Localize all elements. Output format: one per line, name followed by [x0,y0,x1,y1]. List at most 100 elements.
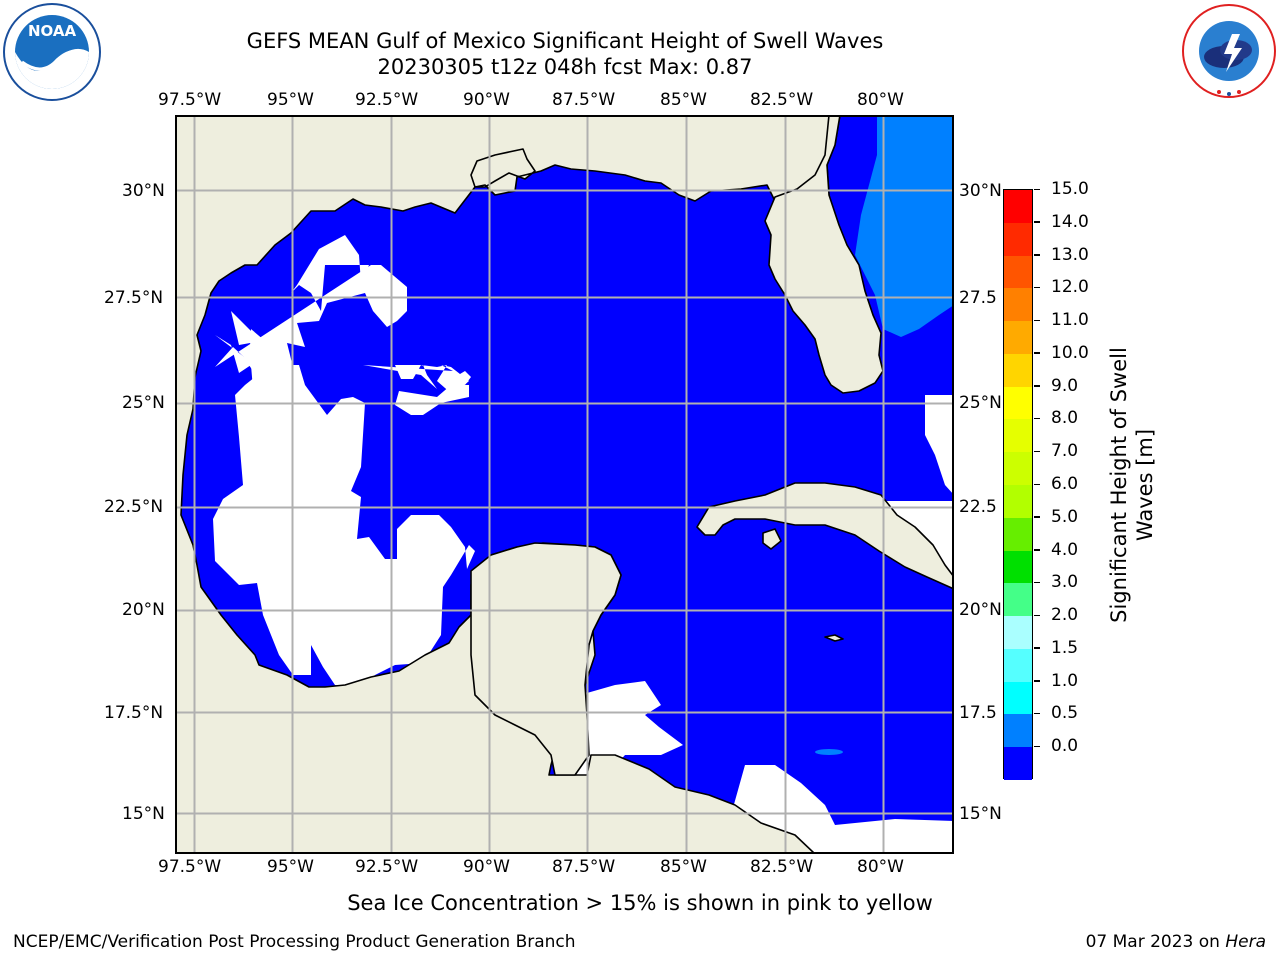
swell-0.5-1.0-region [855,115,954,337]
colorbar-segment [1004,616,1032,650]
lon-tick-bottom: 90°W [463,857,510,877]
lon-tick-top: 85°W [660,90,707,110]
colorbar-tick-label: 2.0 [1051,605,1079,626]
colorbar-tick-mark [1034,417,1040,420]
colorbar-tick-label: 0.0 [1051,736,1079,757]
lon-tick-top: 97.5°W [158,90,222,110]
lat-tick-right: 27.5 [959,288,997,308]
lat-tick-right: 20°N [959,600,1002,620]
colorbar-tick-mark [1034,549,1040,551]
nws-logo [1180,2,1278,100]
colorbar-tick-mark [1034,286,1040,289]
lon-tick-top: 95°W [267,90,314,110]
footer-credit: NCEP/EMC/Verification Post Processing Pr… [13,932,576,952]
noaa-logo: NOAA [2,2,102,102]
colorbar-tick-mark [1034,581,1040,584]
footer-date-text: 07 Mar 2023 on [1085,932,1226,952]
colorbar-tick-mark [1034,680,1040,682]
colorbar-tick-mark [1034,712,1040,715]
colorbar-tick-mark [1034,352,1040,354]
colorbar-tick-label: 10.0 [1051,342,1089,363]
colorbar-segment [1004,353,1032,388]
colorbar-ticks: 15.0 14.0 13.0 12.0 11.0 10.0 9.0 8.0 7.0 6.0 5.0 4… [1034,179,1104,781]
colorbar-segment [1004,321,1032,355]
colorbar-segment [1004,288,1032,322]
lat-tick-left: 30°N [122,181,165,201]
lon-tick-top: 90°W [463,90,510,110]
colorbar-tick-label: 6.0 [1051,474,1079,494]
lon-tick-bottom: 85°W [660,857,707,877]
lat-tick-right: 22.5 [959,497,997,517]
colorbar-tick-mark [1034,188,1040,190]
colorbar-tick-mark [1034,254,1040,256]
lon-tick-top: 82.5°W [750,90,814,110]
colorbar-tick-label: 12.0 [1051,277,1089,298]
swell-0.5-1.0-spot [815,749,843,755]
swell-height-map [175,115,954,854]
colorbar-label-line1: Significant Height of Swell [1107,347,1131,623]
lat-tick-right: 25°N [959,393,1002,413]
lat-tick-right: 17.5 [959,703,997,723]
lat-tick-left: 27.5°N [104,288,164,308]
chart-title: GEFS MEAN Gulf of Mexico Significant Hei… [246,29,884,53]
colorbar-segment [1004,386,1032,420]
colorbar-tick-label: 5.0 [1051,506,1079,527]
colorbar-tick-mark [1034,450,1040,453]
graticule [175,115,954,854]
colorbar-tick-mark [1034,647,1040,649]
colorbar-tick-mark [1034,516,1040,518]
colorbar-segment [1004,517,1032,552]
lat-tick-right: 30°N [959,181,1002,201]
colorbar-tick-label: 8.0 [1051,408,1079,429]
colorbar-segment [1004,714,1032,748]
colorbar-tick-mark [1034,614,1040,617]
land-masses [175,115,954,854]
colorbar-tick-label: 4.0 [1051,539,1079,560]
colorbar-tick-label: 0.5 [1051,703,1079,724]
colorbar-tick-label: 1.5 [1051,637,1079,658]
lat-tick-right: 15°N [959,804,1002,824]
colorbar-tick-mark [1034,385,1040,387]
lon-tick-bottom: 82.5°W [750,857,814,877]
footer-date: 07 Mar 2023 on Hera [1086,932,1266,952]
colorbar-segment [1004,255,1032,289]
colorbar [1003,189,1033,781]
colorbar-segment [1004,485,1032,519]
sea-ice-note-text: Sea Ice Concentration > 15% is shown in … [347,891,933,915]
lon-tick-top: 87.5°W [552,90,616,110]
lat-tick-left: 25°N [122,393,165,413]
colorbar-segment [1004,747,1032,781]
colorbar-segment [1004,222,1032,257]
chart-subtitle: 20230305 t12z 048h fcst Max: 0.87 [377,55,753,79]
lat-tick-left: 15°N [122,804,165,824]
lon-tick-bottom: 87.5°W [552,857,616,877]
colorbar-tick-mark [1034,319,1040,322]
colorbar-tick-label: 14.0 [1051,211,1089,232]
noaa-logo-text: NOAA [28,22,77,40]
lon-tick-top: 80°W [857,90,904,110]
colorbar-segment [1004,452,1032,486]
lat-tick-left: 17.5°N [104,703,164,723]
map-frame [175,115,954,854]
colorbar-segment [1004,550,1032,584]
lon-tick-bottom: 97.5°W [158,857,222,877]
lat-tick-left: 22.5°N [104,497,164,517]
footer-machine: Hera [1225,932,1266,952]
colorbar-tick-label: 13.0 [1051,244,1089,265]
sea-ice-note: Sea Ice Concentration > 15% is shown in … [0,891,1280,915]
colorbar-tick-label: 1.0 [1051,670,1079,691]
colorbar-label-line2: Waves [m] [1133,428,1157,542]
colorbar-segment [1004,648,1032,683]
lat-tick-left: 20°N [122,600,165,620]
colorbar-tick-mark [1034,483,1040,485]
colorbar-segment [1004,419,1032,453]
colorbar-tick-label: 9.0 [1051,375,1079,396]
colorbar-segment [1004,583,1032,617]
lon-tick-top: 92.5°W [355,90,419,110]
swell-low-region [835,115,877,215]
lon-tick-bottom: 80°W [857,857,904,877]
lon-tick-bottom: 92.5°W [355,857,419,877]
colorbar-tick-mark [1034,745,1040,748]
lon-tick-bottom: 95°W [267,857,314,877]
colorbar-segment [1004,190,1032,224]
